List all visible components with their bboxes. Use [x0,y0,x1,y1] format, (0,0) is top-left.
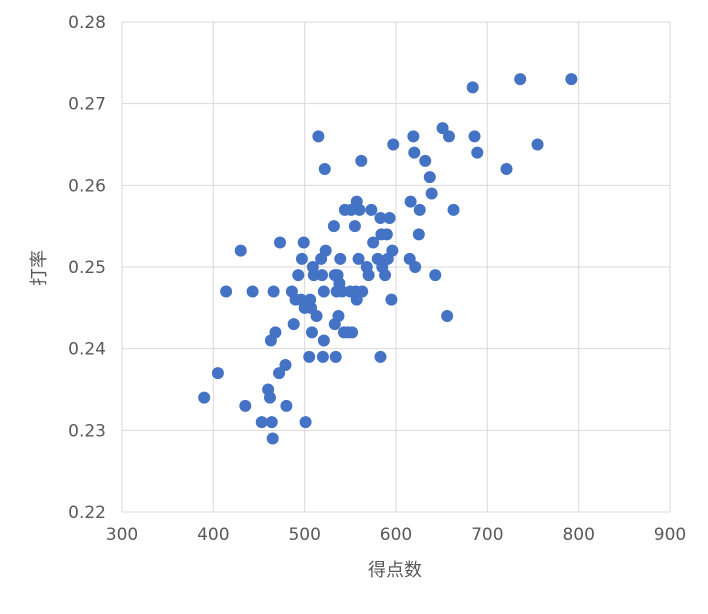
scatter-point [352,252,365,265]
scatter-point [287,318,300,331]
scatter-point [367,236,380,249]
scatter-point [409,261,422,273]
scatter-point [385,293,398,306]
scatter-point [514,73,527,86]
scatter-point [500,163,513,175]
scatter-point [316,350,329,363]
scatter-point [332,310,345,322]
scatter-point [468,130,481,143]
scatter-point [383,212,396,224]
scatter-point [310,310,323,322]
scatter-point [346,326,359,339]
scatter-point [531,138,544,151]
scatter-point [334,252,347,265]
scatter-point [279,359,292,371]
scatter-point [423,171,436,184]
scatter-point [234,244,247,257]
scatter-point [198,391,211,404]
scatter-point [329,350,342,363]
scatter-point [220,285,233,298]
scatter-point [318,163,331,175]
scatter-point [246,285,259,298]
scatter-point [269,326,282,339]
point-layer [198,73,578,445]
scatter-point [319,244,332,257]
x-tick-label: 700 [471,525,503,545]
x-tick-label: 300 [106,525,138,545]
scatter-point [327,220,340,233]
scatter-point [413,203,426,216]
scatter-point [447,203,460,216]
y-tick-label: 0.28 [68,13,106,33]
scatter-point [355,154,368,167]
y-axis-title: 打率 [29,250,50,286]
scatter-point [356,285,369,298]
y-tick-label: 0.26 [68,176,106,196]
scatter-point [408,146,421,159]
scatter-point [303,350,316,363]
x-tick-label: 600 [380,525,412,545]
scatter-point [353,203,366,216]
scatter-point [404,195,417,208]
scatter-point [407,130,420,143]
grid-layer [121,21,671,513]
scatter-point [436,122,449,135]
scatter-point [365,203,378,216]
scatter-point [273,367,286,380]
scatter-point [412,228,425,241]
scatter-point [386,244,399,257]
y-tick-label: 0.25 [68,258,106,278]
scatter-point [317,334,330,347]
scatter-point [263,391,276,404]
x-tick-label: 800 [562,525,594,545]
scatter-point [295,252,308,265]
scatter-point [565,73,578,86]
scatter-point [348,220,361,233]
y-tick-label: 0.22 [68,503,106,523]
x-axis-title: 得点数 [368,560,422,581]
scatter-point [266,432,279,445]
scatter-point [280,399,293,412]
x-tick-label: 400 [197,525,229,545]
scatter-point [312,130,325,143]
scatter-point [380,228,393,241]
scatter-point [425,187,438,200]
y-tick-label: 0.24 [68,340,106,360]
scatter-point [441,310,454,322]
scatter-point [267,285,280,298]
scatter-point [379,269,392,282]
scatter-point [387,138,400,151]
scatter-point [336,285,349,298]
x-tick-label: 500 [288,525,320,545]
scatter-point [297,236,310,249]
scatter-point [374,350,387,363]
tick-layer: 300 400 500 600 700 800 900 0.22 0.23 0.24 0.25 0.2… [68,13,686,545]
scatter-point [419,154,432,167]
scatter-point [317,285,330,298]
scatter-point [466,81,479,94]
scatter-point [274,236,287,249]
y-tick-label: 0.27 [68,95,106,115]
scatter-point [255,416,268,429]
scatter-point [292,269,305,282]
scatter-point [362,269,375,282]
scatter-point [307,269,320,282]
scatter-point [429,269,442,282]
scatter-point [299,416,312,429]
scatter-point [265,416,278,429]
y-tick-label: 0.23 [68,421,106,441]
scatter-point [305,326,318,339]
scatter-point [211,367,224,380]
scatter-point [239,399,252,412]
scatter-point [442,130,455,143]
scatter-point [316,269,329,282]
scatter-point [471,146,484,159]
x-tick-label: 900 [654,525,686,545]
scatter-point [374,212,387,224]
